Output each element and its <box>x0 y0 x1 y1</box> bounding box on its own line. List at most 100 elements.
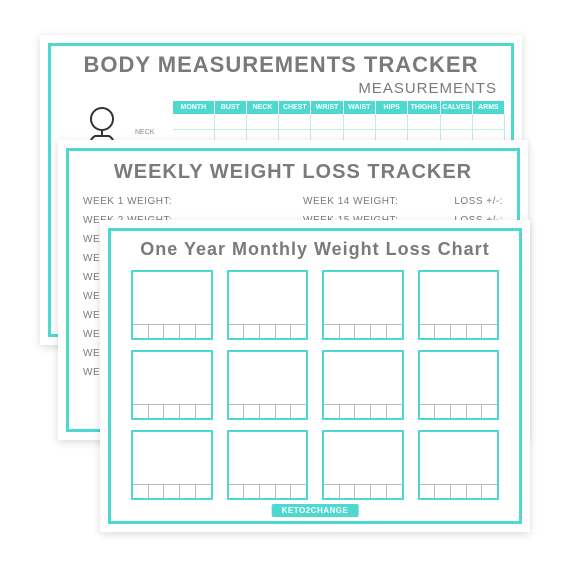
sheet-frame: One Year Monthly Weight Loss Chart KETO2… <box>108 228 522 524</box>
month-cell <box>276 325 292 338</box>
month-cells <box>324 484 402 498</box>
month-cell <box>149 485 165 498</box>
month-cell <box>371 485 387 498</box>
month-chart-area <box>324 432 402 484</box>
month-cells <box>229 404 307 418</box>
month-cell <box>467 325 483 338</box>
month-cells <box>420 324 498 338</box>
month-cell <box>324 485 340 498</box>
month-box <box>418 430 500 500</box>
col-thighs: THIGHS <box>408 101 440 114</box>
col-chest: CHEST <box>279 101 311 114</box>
month-cell <box>435 325 451 338</box>
month-cell <box>180 405 196 418</box>
table-cell <box>441 114 473 129</box>
yearly-chart-sheet: One Year Monthly Weight Loss Chart KETO2… <box>100 220 530 532</box>
month-cell <box>229 325 245 338</box>
month-cell <box>482 485 497 498</box>
month-cell <box>164 485 180 498</box>
month-cell <box>260 325 276 338</box>
month-cell <box>164 405 180 418</box>
month-box <box>322 430 404 500</box>
month-cell <box>149 325 165 338</box>
month-cell <box>387 485 402 498</box>
month-chart-area <box>229 432 307 484</box>
month-cell <box>244 325 260 338</box>
month-cell <box>467 405 483 418</box>
month-cell <box>435 485 451 498</box>
sheet2-title: WEEKLY WEIGHT LOSS TRACKER <box>75 161 511 184</box>
col-month: MONTH <box>173 101 215 114</box>
table-cell <box>344 114 376 129</box>
table-cell <box>376 114 408 129</box>
month-cell <box>324 405 340 418</box>
month-chart-area <box>229 352 307 404</box>
month-cell <box>355 405 371 418</box>
table-cell <box>311 114 343 129</box>
week-label: WEEK 14 WEIGHT: <box>303 196 398 207</box>
month-cell <box>420 405 436 418</box>
month-cell <box>291 485 306 498</box>
sheet1-title: BODY MEASUREMENTS TRACKER <box>57 52 505 78</box>
month-box <box>131 270 213 340</box>
week-row: WEEK 1 WEIGHT: <box>83 196 283 207</box>
month-chart-area <box>420 352 498 404</box>
month-cell <box>355 485 371 498</box>
month-cell <box>340 485 356 498</box>
month-cell <box>180 325 196 338</box>
table-cell <box>215 114 247 129</box>
month-cell <box>451 325 467 338</box>
brand-badge: KETO2CHANGE <box>272 504 359 517</box>
month-cell <box>149 405 165 418</box>
month-cell <box>196 485 211 498</box>
month-cells <box>229 484 307 498</box>
month-cell <box>196 325 211 338</box>
month-chart-area <box>324 272 402 324</box>
month-cell <box>371 325 387 338</box>
month-cell <box>133 405 149 418</box>
month-cell <box>196 405 211 418</box>
month-cell <box>229 405 245 418</box>
month-chart-area <box>133 432 211 484</box>
month-cell <box>244 485 260 498</box>
month-cell <box>340 405 356 418</box>
table-cell <box>173 114 215 129</box>
col-bust: BUST <box>215 101 247 114</box>
month-cell <box>180 485 196 498</box>
month-chart-area <box>133 272 211 324</box>
month-cell <box>451 405 467 418</box>
month-cells <box>324 404 402 418</box>
month-chart-area <box>420 272 498 324</box>
month-chart-area <box>324 352 402 404</box>
col-hips: HIPS <box>376 101 408 114</box>
month-cell <box>371 405 387 418</box>
month-cell <box>467 485 483 498</box>
month-cells <box>420 484 498 498</box>
month-box <box>322 350 404 420</box>
loss-label: LOSS +/-: <box>454 196 503 207</box>
col-neck: NECK <box>247 101 279 114</box>
table-header: MONTH BUST NECK CHEST WRIST WAIST HIPS T… <box>173 101 505 114</box>
table-row <box>173 114 505 130</box>
month-box <box>418 270 500 340</box>
month-chart-area <box>133 352 211 404</box>
sheet1-subtitle: MEASUREMENTS <box>57 80 505 97</box>
table-cell <box>279 114 311 129</box>
col-calves: CALVES <box>441 101 473 114</box>
month-cell <box>387 325 402 338</box>
month-cell <box>133 325 149 338</box>
month-cells <box>324 324 402 338</box>
col-waist: WAIST <box>344 101 376 114</box>
month-box <box>131 350 213 420</box>
month-box <box>227 270 309 340</box>
month-cell <box>451 485 467 498</box>
month-cell <box>324 325 340 338</box>
week-row: WEEK 14 WEIGHT: LOSS +/-: <box>303 196 503 207</box>
month-cell <box>276 405 292 418</box>
month-chart-area <box>420 432 498 484</box>
col-wrist: WRIST <box>311 101 343 114</box>
month-cell <box>291 405 306 418</box>
month-cells <box>133 324 211 338</box>
month-cell <box>260 405 276 418</box>
month-cell <box>244 405 260 418</box>
